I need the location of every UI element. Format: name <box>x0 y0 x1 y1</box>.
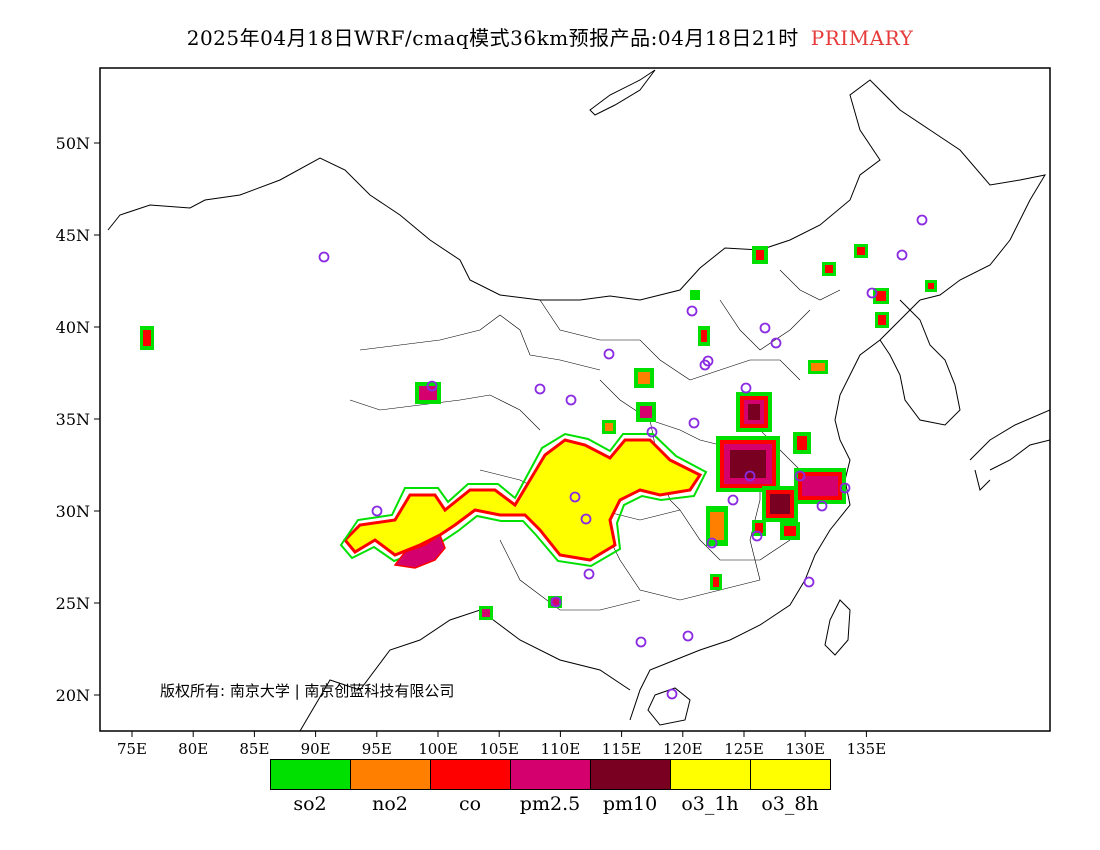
legend-swatch <box>270 759 351 790</box>
o3-pollution-region <box>339 432 708 568</box>
lon-tick-label: 135E <box>847 740 887 758</box>
lon-tick-label: 105E <box>479 740 519 758</box>
longitude-axis: 75E 80E 85E 90E 95E 100E 105E 110E 115E 120E 125E 1… <box>117 731 886 758</box>
pm-hotspots <box>140 244 937 620</box>
legend-swatch <box>670 759 751 790</box>
legend-label: so2 <box>293 793 327 815</box>
copyright-notice: 版权所有: 南京大学 | 南京创蓝科技有限公司 <box>160 682 455 700</box>
legend-label: no2 <box>372 793 408 815</box>
legend-label: co <box>458 793 482 815</box>
legend-swatch <box>350 759 431 790</box>
lon-tick-label: 120E <box>663 740 703 758</box>
title-text: 2025年04月18日WRF/cmaq模式36km预报产品:04月18日21时 <box>186 26 799 50</box>
lon-tick-label: 80E <box>178 740 208 758</box>
legend-item: o3_8h <box>750 759 831 815</box>
legend-label: pm10 <box>602 793 658 815</box>
latitude-axis: 50N 45N 40N 35N 30N 25N 20N <box>56 134 100 705</box>
map-title: 2025年04月18日WRF/cmaq模式36km预报产品:04月18日21时 P… <box>0 22 1100 51</box>
lon-tick-label: 115E <box>602 740 642 758</box>
station-markers <box>318 214 928 700</box>
lat-tick-label: 30N <box>56 502 90 521</box>
japan-coast <box>969 409 1050 491</box>
lon-tick-label: 95E <box>362 740 392 758</box>
coastline <box>629 299 921 721</box>
legend-swatch <box>510 759 591 790</box>
legend-swatch <box>430 759 511 790</box>
china-border <box>107 79 1047 301</box>
legend-label: pm2.5 <box>519 793 581 815</box>
plot-frame <box>99 67 1051 732</box>
product-type-label: PRIMARY <box>810 26 914 50</box>
legend-swatch <box>590 759 671 790</box>
korea-peninsula <box>879 299 961 426</box>
legend-label: o3_8h <box>761 793 819 815</box>
legend-item: so2 <box>270 759 351 815</box>
lon-tick-label: 125E <box>724 740 764 758</box>
lat-tick-label: 20N <box>56 686 90 705</box>
legend-item: pm2.5 <box>510 759 591 815</box>
taiwan-island <box>824 599 851 656</box>
legend-item: no2 <box>350 759 431 815</box>
hainan-island <box>647 687 691 726</box>
legend-label: o3_1h <box>681 793 739 815</box>
lat-tick-label: 40N <box>56 318 90 337</box>
map-layer <box>107 69 1050 731</box>
lat-tick-label: 50N <box>56 134 90 153</box>
legend-item: pm10 <box>590 759 671 815</box>
lon-tick-label: 90E <box>301 740 331 758</box>
lon-tick-label: 75E <box>117 740 147 758</box>
lon-tick-label: 110E <box>541 740 581 758</box>
legend-item: co <box>430 759 511 815</box>
lon-tick-label: 130E <box>785 740 825 758</box>
lat-tick-label: 25N <box>56 594 90 613</box>
pm25-region-sw <box>393 533 446 569</box>
legend-item: o3_1h <box>670 759 751 815</box>
pollutant-legend: so2 no2 co pm2.5 pm10 o3_1h o3_8h <box>270 759 831 815</box>
lon-tick-label: 85E <box>239 740 269 758</box>
south-boundary <box>299 609 631 731</box>
lat-tick-label: 35N <box>56 410 90 429</box>
lake-baikal <box>589 69 656 116</box>
lat-tick-label: 45N <box>56 226 90 245</box>
legend-swatch <box>750 759 831 790</box>
lon-tick-label: 100E <box>418 740 458 758</box>
